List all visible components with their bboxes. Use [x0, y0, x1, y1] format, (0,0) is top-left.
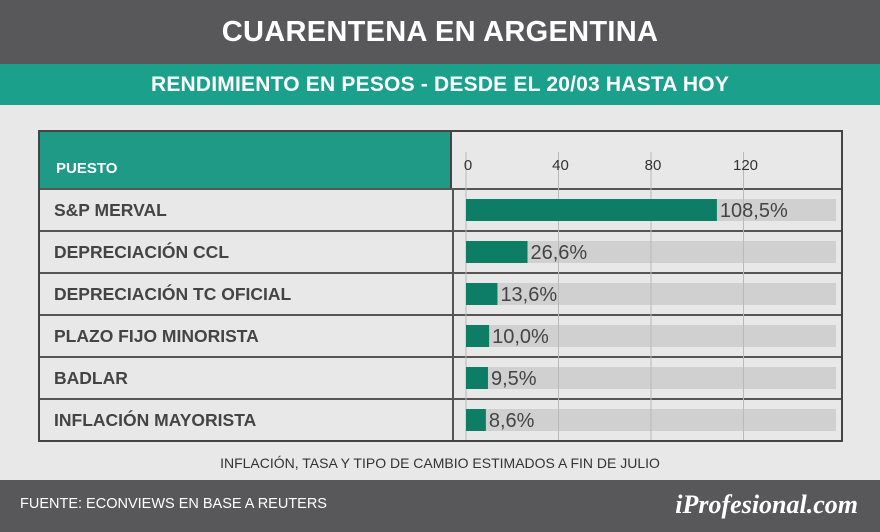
value-label: 26,6% — [531, 242, 588, 264]
tick-label: 0 — [464, 157, 472, 174]
column-divider — [452, 188, 454, 440]
column-header-cell: PUESTO — [40, 132, 452, 190]
table-row: S&P MERVAL — [40, 188, 841, 230]
subtitle-bar: RENDIMIENTO EN PESOS - DESDE EL 20/03 HA… — [0, 64, 880, 105]
value-label: 9,5% — [491, 368, 537, 390]
brand-logo: iProfesional.com — [675, 490, 858, 519]
row-label: BADLAR — [54, 367, 128, 388]
tick-label: 80 — [645, 157, 662, 174]
row-label: DEPRECIACIÓN CCL — [54, 241, 230, 262]
value-label: 10,0% — [492, 326, 549, 348]
column-header-label: PUESTO — [56, 160, 118, 177]
bar — [466, 241, 528, 263]
table-row: INFLACIÓN MAYORISTA — [40, 398, 841, 440]
value-label: 8,6% — [489, 410, 535, 432]
chart-subtitle: RENDIMIENTO EN PESOS - DESDE EL 20/03 HA… — [150, 72, 730, 96]
table-row: BADLAR — [40, 356, 841, 398]
table-row: DEPRECIACIÓN CCL — [40, 230, 841, 272]
title-bar: CUARENTENA EN ARGENTINA — [0, 0, 880, 64]
row-label: PLAZO FIJO MINORISTA — [54, 325, 259, 346]
tick-label: 40 — [552, 157, 569, 174]
row-label: INFLACIÓN MAYORISTA — [54, 409, 257, 430]
bar — [466, 283, 498, 305]
table-row: DEPRECIACIÓN TC OFICIAL — [40, 272, 841, 314]
row-label: DEPRECIACIÓN TC OFICIAL — [54, 283, 292, 304]
bar-chart-plot: 0 40 80 120 108,5% 26,6% 13,6% 10,0% 9,5% 8,6% — [464, 152, 836, 440]
tick-label: 120 — [733, 157, 758, 174]
footer-bar: FUENTE: ECONVIEWS EN BASE A REUTERS iPro… — [0, 480, 880, 532]
bar — [466, 367, 488, 389]
row-label: S&P MERVAL — [54, 199, 167, 220]
chart-title: CUARENTENA EN ARGENTINA — [221, 15, 659, 48]
table-row: PLAZO FIJO MINORISTA — [40, 314, 841, 356]
bar — [466, 409, 486, 431]
footnote: INFLACIÓN, TASA Y TIPO DE CAMBIO ESTIMAD… — [220, 455, 660, 471]
bar — [466, 199, 717, 221]
value-label: 13,6% — [500, 284, 557, 306]
source-note: FUENTE: ECONVIEWS EN BASE A REUTERS — [20, 496, 327, 512]
ranking-table: PUESTO S&P MERVAL DEPRECIACIÓN CCL DEPRE… — [38, 130, 843, 442]
bar — [466, 325, 490, 347]
value-label: 108,5% — [720, 200, 788, 222]
